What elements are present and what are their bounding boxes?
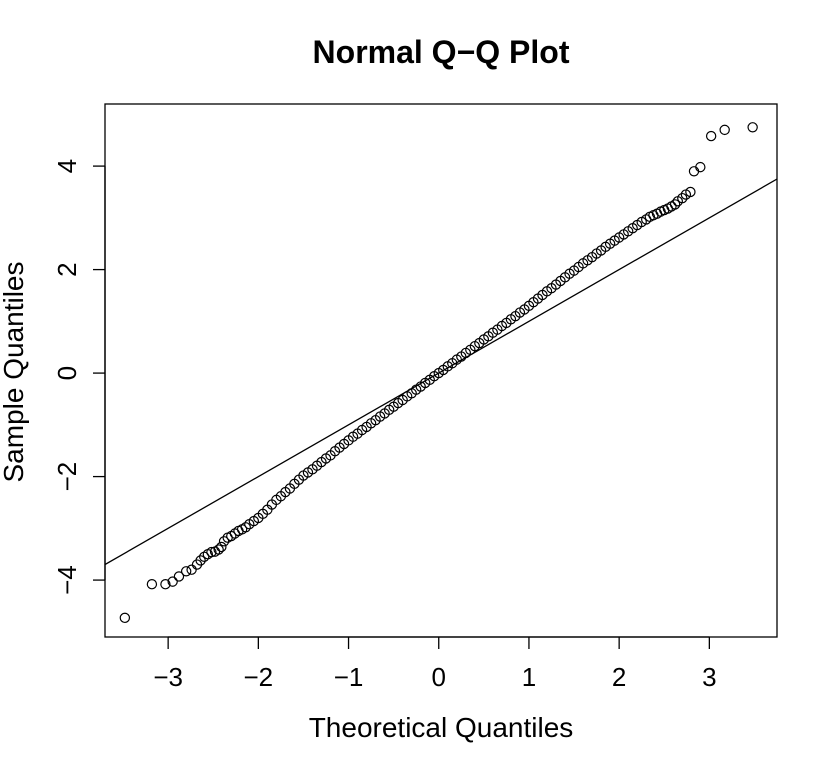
data-point [226,530,237,542]
data-point [206,546,217,558]
reference-line-layer [105,178,777,566]
y-tick-label: 4 [52,159,82,173]
x-tick-label: 3 [702,662,716,692]
data-point [160,579,171,590]
points-layer [119,122,758,624]
x-axis-label: Theoretical Quantiles [309,712,574,743]
data-point [685,186,696,198]
chart-title: Normal Q−Q Plot [313,34,570,70]
y-tick-label: −4 [52,565,82,595]
x-tick-label: −3 [153,662,183,692]
data-point [216,541,227,553]
y-axis: −4 −2 0 2 4 [52,159,106,595]
data-point [695,161,706,173]
y-tick-label: −2 [52,462,82,492]
data-point [677,192,688,204]
data-point [167,576,178,587]
data-point [186,564,197,575]
x-tick-label: 0 [432,662,446,692]
x-tick-label: −1 [334,662,364,692]
data-point [195,555,206,566]
reference-line [105,178,777,566]
x-axis: −3 −2 −1 0 1 2 3 [153,636,717,692]
data-point [173,571,185,582]
x-tick-label: 1 [522,662,536,692]
plot-area [104,103,778,638]
data-point [747,122,758,133]
data-point [119,612,131,624]
data-point [240,522,251,533]
data-point [705,130,717,142]
x-tick-label: −2 [244,662,274,692]
data-point [669,199,681,210]
y-tick-label: 0 [52,366,82,380]
y-tick-label: 2 [52,262,82,276]
data-point [719,124,730,136]
data-point [146,579,158,590]
x-tick-label: 2 [612,662,626,692]
data-point [199,551,210,562]
plot-frame [104,103,778,638]
data-point [218,536,230,547]
data-point [180,566,192,577]
y-axis-label: Sample Quantiles [0,261,29,482]
data-point [213,544,224,555]
